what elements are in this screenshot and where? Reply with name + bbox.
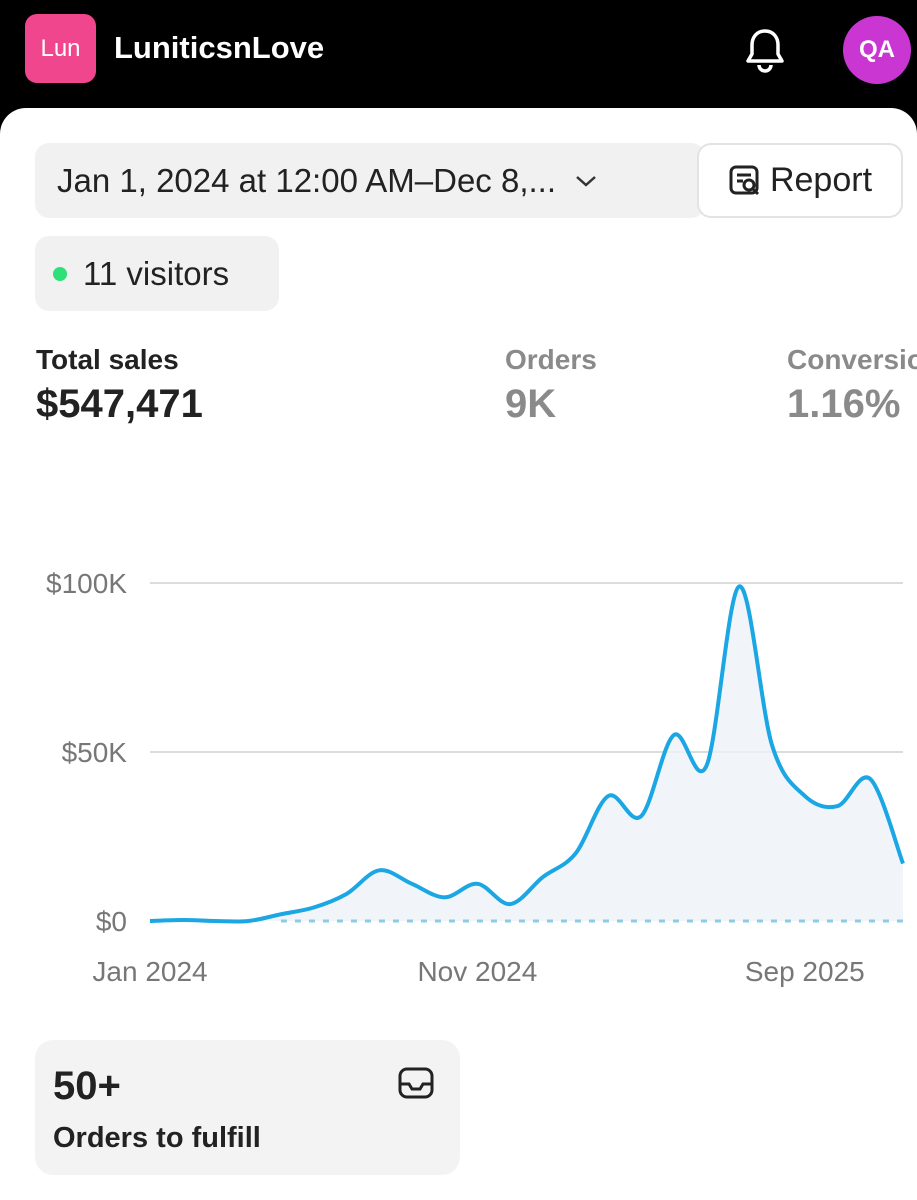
date-range: Jan 1, 2024 at 12:00 AM–Dec 8,... (57, 161, 556, 199)
fulfill-card[interactable]: 50+ Orders to fulfill (35, 1040, 460, 1175)
report-button[interactable]: Report (697, 143, 903, 218)
x-tick-label: Nov 2024 (417, 956, 537, 987)
metric-value: 9K (505, 382, 557, 426)
metric[interactable]: Total sales $547,471 (36, 344, 203, 427)
metric[interactable]: Orders 9K (505, 344, 597, 427)
notification-icon[interactable] (742, 26, 788, 74)
visitors-count: 11 visitors (83, 254, 230, 292)
inbox-icon (398, 1067, 434, 1099)
metric-value: $547,471 (36, 382, 203, 426)
metric-label: Orders (505, 344, 597, 375)
store-name[interactable]: LuniticsnLove (114, 30, 325, 65)
date-range-picker[interactable]: Jan 1, 2024 at 12:00 AM–Dec 8,... (35, 143, 705, 218)
report-icon (729, 165, 760, 195)
visitors-badge[interactable]: 11 visitors (35, 236, 279, 311)
x-tick-label: Jan 2024 (92, 956, 207, 987)
sales-line (149, 584, 905, 924)
metric-label: Conversion rate (787, 344, 917, 375)
store-logo[interactable]: Lun (25, 14, 96, 83)
metric[interactable]: Conversion rate 1.16% (787, 344, 917, 427)
user-avatar[interactable]: QA (843, 16, 911, 84)
fulfill-label: Orders to fulfill (53, 1122, 261, 1154)
metric-label: Total sales (36, 344, 179, 375)
fulfill-count: 50+ (53, 1064, 121, 1108)
y-tick-label: $100K (46, 568, 127, 599)
y-tick-label: $0 (96, 906, 127, 937)
metric-value: 1.16% (787, 382, 901, 426)
content-panel: Jan 1, 2024 at 12:00 AM–Dec 8,... Report… (0, 108, 917, 1200)
x-tick-label: Sep 2025 (745, 956, 865, 987)
report-label: Report (769, 161, 873, 199)
y-tick-label: $50K (62, 737, 128, 768)
sales-chart: $0 $50K $100K Jan 2024 Nov 2024 Sep 2025 (46, 568, 905, 987)
chevron-icon (576, 175, 596, 187)
area-fill (150, 586, 903, 922)
live-dot (53, 266, 67, 281)
